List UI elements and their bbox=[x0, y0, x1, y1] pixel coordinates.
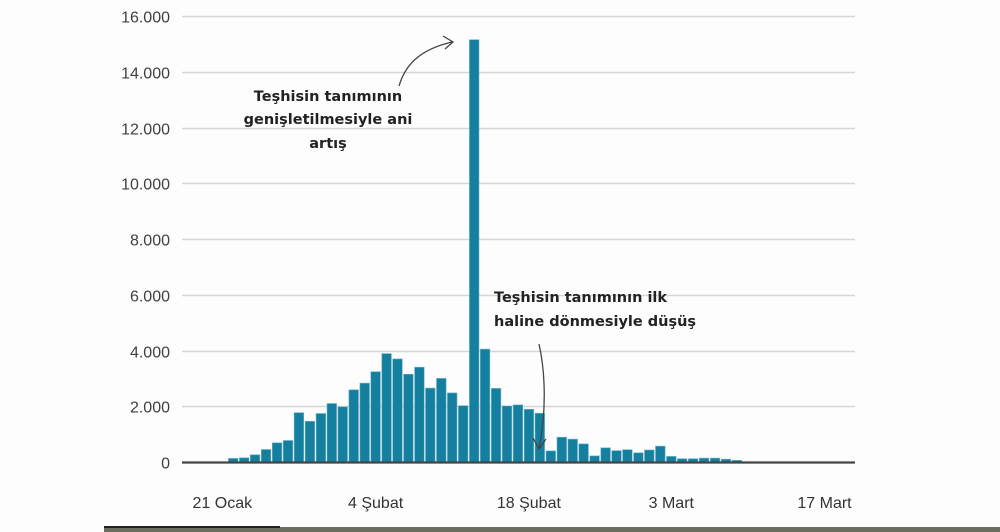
bar bbox=[239, 457, 250, 463]
gridlines bbox=[182, 15, 855, 408]
bar bbox=[578, 443, 589, 463]
bar bbox=[348, 389, 359, 463]
bar bbox=[304, 420, 316, 463]
bar bbox=[600, 447, 611, 463]
bar bbox=[655, 445, 666, 463]
bar bbox=[403, 373, 414, 463]
x-tick-label: 3 Mart bbox=[649, 495, 695, 512]
x-tick-label: 17 Mart bbox=[797, 495, 852, 512]
bar bbox=[512, 404, 523, 463]
y-tick-label: 6.000 bbox=[130, 289, 170, 306]
bar bbox=[315, 413, 327, 463]
bar bbox=[271, 442, 283, 463]
bar bbox=[436, 378, 447, 463]
bar bbox=[633, 452, 644, 463]
bar bbox=[622, 449, 633, 463]
bar bbox=[589, 455, 600, 463]
bar bbox=[501, 405, 513, 463]
annotation-spike-line1: Teşhisin tanımının bbox=[254, 89, 402, 105]
arrow-spike-icon bbox=[398, 41, 453, 87]
bar bbox=[644, 449, 655, 463]
bar bbox=[545, 450, 556, 463]
annotation-spike-line2: genişletilmesiyle ani bbox=[244, 112, 413, 128]
y-tick-label: 4.000 bbox=[130, 345, 170, 362]
y-tick-label: 16.000 bbox=[121, 10, 170, 27]
annotation-spike: Teşhisin tanımının genişletilmesiyle ani… bbox=[244, 35, 455, 152]
annotation-spike-line3: artış bbox=[309, 136, 346, 152]
bar bbox=[611, 450, 622, 463]
bar bbox=[337, 406, 348, 463]
bar bbox=[490, 388, 502, 463]
bar bbox=[567, 438, 578, 463]
bar bbox=[260, 449, 272, 463]
x-tick-label: 21 Ocak bbox=[193, 495, 254, 512]
y-tick-label: 0 bbox=[161, 456, 170, 473]
bar bbox=[666, 456, 677, 463]
x-axis-ticks: 21 Ocak 4 Şubat 18 Şubat 3 Mart 17 Mart bbox=[193, 495, 853, 512]
y-tick-label: 8.000 bbox=[130, 233, 170, 250]
footer-rule bbox=[104, 527, 1000, 532]
bar bbox=[479, 348, 491, 463]
bar bbox=[469, 39, 480, 463]
bar bbox=[392, 358, 403, 463]
bar bbox=[359, 382, 370, 463]
bar bbox=[293, 412, 305, 463]
bar bbox=[370, 371, 381, 463]
annotation-drop-line2: haline dönmesiyle düşüş bbox=[494, 314, 696, 330]
bar bbox=[250, 454, 261, 463]
arrow-drop-icon bbox=[538, 343, 545, 449]
x-tick-label: 4 Şubat bbox=[348, 495, 404, 512]
bar bbox=[458, 405, 469, 463]
bar bbox=[381, 353, 392, 463]
annotation-drop: Teşhisin tanımının ilk haline dönmesiyle… bbox=[494, 290, 696, 451]
annotation-drop-line1: Teşhisin tanımının ilk bbox=[494, 290, 667, 306]
bar bbox=[425, 387, 436, 463]
bar bbox=[447, 392, 458, 463]
bar bbox=[326, 403, 337, 463]
bar bbox=[556, 436, 567, 463]
arrowhead-spike-icon bbox=[442, 35, 455, 50]
bar bbox=[523, 408, 534, 463]
y-axis-ticks: 0 2.000 4.000 6.000 8.000 10.000 12.000 14.000 1… bbox=[121, 10, 170, 473]
y-tick-label: 2.000 bbox=[130, 400, 170, 417]
arrowhead-drop-icon bbox=[532, 437, 547, 451]
x-tick-label: 18 Şubat bbox=[497, 495, 562, 512]
y-tick-label: 12.000 bbox=[121, 122, 170, 139]
bar bbox=[414, 366, 425, 463]
footer-rule-accent bbox=[104, 526, 280, 528]
bar bbox=[282, 440, 294, 463]
y-tick-label: 10.000 bbox=[121, 177, 170, 194]
y-tick-label: 14.000 bbox=[121, 66, 170, 83]
